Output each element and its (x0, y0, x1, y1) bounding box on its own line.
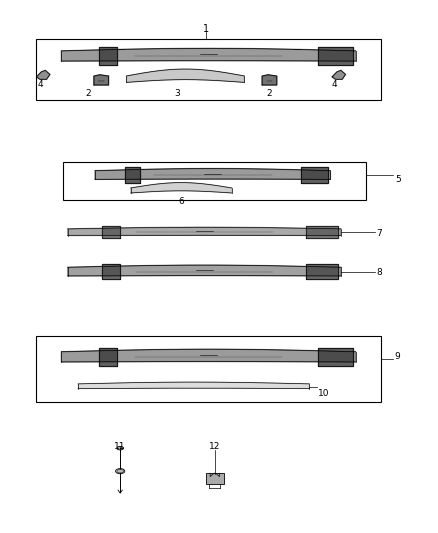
Polygon shape (78, 382, 309, 389)
Polygon shape (61, 349, 356, 362)
Polygon shape (306, 226, 338, 238)
Polygon shape (332, 70, 346, 79)
Text: 6: 6 (178, 197, 184, 206)
Polygon shape (318, 47, 353, 65)
Polygon shape (102, 264, 120, 279)
Polygon shape (300, 167, 328, 183)
Polygon shape (131, 183, 232, 193)
Polygon shape (306, 264, 338, 279)
Text: 1: 1 (203, 23, 209, 34)
Text: 3: 3 (174, 89, 180, 98)
Ellipse shape (117, 446, 124, 450)
Polygon shape (67, 265, 341, 276)
Polygon shape (125, 167, 140, 183)
Ellipse shape (117, 470, 124, 473)
Bar (36, 336, 381, 402)
Polygon shape (127, 69, 244, 83)
Text: 9: 9 (395, 352, 401, 360)
Text: 12: 12 (209, 442, 220, 451)
Bar (205, 473, 224, 484)
Polygon shape (61, 49, 356, 61)
Polygon shape (95, 168, 330, 180)
Bar (64, 161, 366, 200)
Text: 5: 5 (395, 175, 401, 184)
Bar (36, 39, 381, 100)
Polygon shape (99, 348, 117, 366)
Polygon shape (94, 75, 109, 85)
Text: 4: 4 (332, 80, 337, 90)
Polygon shape (318, 348, 353, 366)
Text: 2: 2 (86, 89, 92, 98)
Text: 7: 7 (376, 229, 381, 238)
Polygon shape (36, 70, 50, 79)
Text: 8: 8 (376, 268, 381, 277)
Text: 2: 2 (267, 89, 272, 98)
Polygon shape (67, 227, 341, 236)
Text: 4: 4 (38, 80, 43, 90)
Polygon shape (262, 75, 277, 85)
Polygon shape (102, 226, 120, 238)
Text: 11: 11 (114, 442, 126, 451)
Polygon shape (99, 47, 117, 65)
Text: 10: 10 (318, 389, 330, 398)
